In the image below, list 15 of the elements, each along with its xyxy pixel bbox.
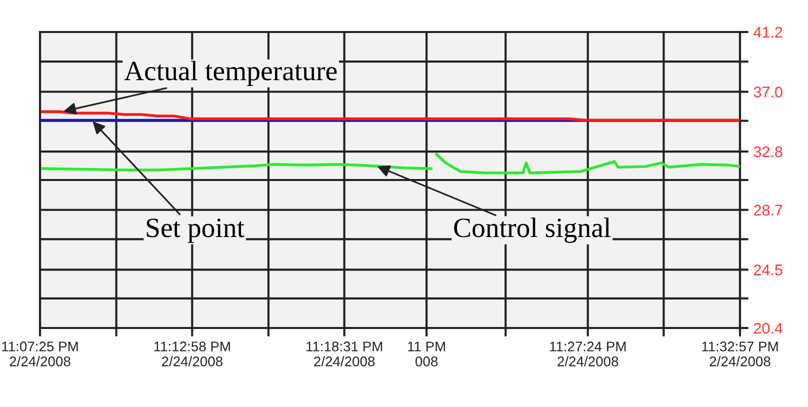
y-tick-label: 32.8: [754, 146, 782, 158]
annotation: Set point: [146, 218, 244, 243]
annotation: Control signal: [454, 218, 611, 243]
y-tick-label: 37.0: [754, 86, 782, 98]
y-tick-label: 41.2: [754, 26, 782, 38]
x-tick-label: 11:12:58 PM 2/24/2008: [154, 342, 230, 366]
x-tick-label: 11:32:57 PM 2/24/2008: [702, 342, 778, 366]
y-tick-label: 28.7: [754, 204, 782, 216]
y-tick-label: 24.5: [754, 264, 782, 276]
x-tick-label: 11:18:31 PM 2/24/2008: [306, 342, 382, 366]
x-tick-label: 11:27:24 PM 2/24/2008: [550, 342, 626, 366]
annotation: Actual temperature: [124, 60, 337, 86]
y-tick-label: 20.4: [754, 322, 782, 334]
x-tick-label: 11 PM 008: [408, 342, 445, 366]
x-tick-label: 11:07:25 PM 2/24/2008: [2, 342, 78, 366]
